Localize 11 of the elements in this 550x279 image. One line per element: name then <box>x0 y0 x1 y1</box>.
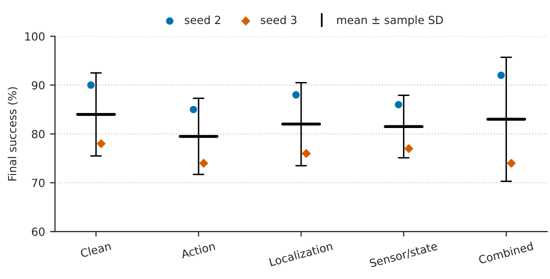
y-axis-title: Final success (%) <box>8 87 18 181</box>
x-tick-label: Action <box>180 242 216 259</box>
y-tick-label: 100 <box>25 32 45 41</box>
y-tick-label: 90 <box>32 81 45 90</box>
legend-label: mean ± sample SD <box>337 16 443 26</box>
legend-label: seed 3 <box>260 16 296 24</box>
y-tick-label: 80 <box>32 130 45 138</box>
y-tick-label: 70 <box>32 178 45 188</box>
x-tick-label: Clean <box>80 242 112 258</box>
y-tick-label: 60 <box>32 228 45 236</box>
legend-label: seed 2 <box>184 16 220 24</box>
